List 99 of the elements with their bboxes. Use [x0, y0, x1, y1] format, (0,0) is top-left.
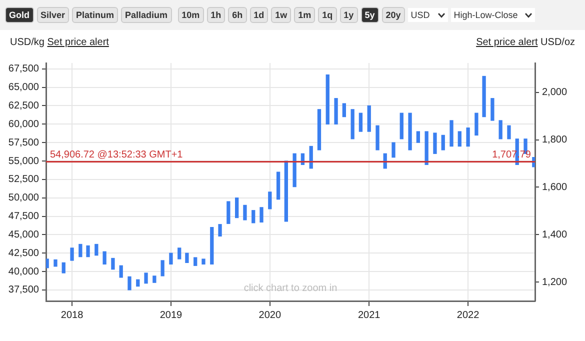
bar	[326, 74, 330, 124]
bar	[416, 131, 420, 143]
bar	[226, 201, 230, 224]
bar	[252, 210, 256, 224]
x-tick-label: 2019	[160, 310, 183, 321]
bar	[152, 276, 156, 283]
annotation: click chart to zoom in	[244, 282, 338, 294]
text: 1w	[271, 7, 292, 23]
text: 1h	[206, 7, 226, 23]
text: 1d	[250, 7, 268, 23]
bar	[474, 112, 478, 136]
bar	[292, 153, 296, 188]
text: Set price alert	[476, 36, 538, 48]
text: Gold	[5, 7, 34, 23]
bar	[111, 258, 115, 270]
text: 1m	[294, 7, 316, 23]
bar	[458, 131, 462, 147]
bar	[94, 244, 98, 256]
bar	[243, 204, 247, 220]
y-tick-label: 42,500	[8, 248, 40, 259]
y-tick-label: 67,500	[8, 64, 40, 75]
y2-tick-label: 2,000	[542, 87, 568, 98]
bar	[342, 103, 346, 118]
y-tick-label: 50,000	[8, 192, 40, 204]
text: Silver	[36, 7, 70, 23]
x-tick-label: 2020	[258, 310, 282, 321]
bar	[235, 198, 239, 218]
bar	[284, 160, 288, 222]
bar	[119, 265, 123, 278]
bar	[334, 98, 338, 124]
bar	[392, 142, 396, 158]
bar	[424, 131, 428, 166]
bar	[408, 112, 412, 150]
bar	[194, 257, 198, 266]
text: 20y	[382, 7, 405, 23]
y2-axis-title: USD/oz	[540, 36, 575, 48]
bar	[490, 98, 494, 121]
bar	[202, 258, 206, 264]
text: 1q	[318, 7, 337, 23]
x-tick-label: 2021	[358, 310, 381, 321]
bar	[169, 252, 173, 264]
bar	[433, 132, 437, 154]
bar	[178, 248, 182, 260]
bar	[466, 128, 470, 147]
bar	[136, 279, 140, 287]
bar	[54, 259, 58, 267]
y-tick-label: 37,500	[8, 284, 40, 296]
bar	[498, 120, 502, 140]
y-tick-label: 52,500	[8, 174, 40, 186]
y-axis-title: USD/kg	[10, 36, 44, 48]
bar	[400, 112, 404, 140]
text: Palladium	[121, 7, 172, 23]
y-tick-label: 57,500	[8, 137, 40, 148]
y2-tick-label: 1,200	[542, 276, 568, 288]
y2-tick-label: 1,800	[542, 134, 568, 146]
bar	[128, 276, 132, 290]
bar	[78, 244, 82, 258]
y-tick-label: 45,000	[8, 229, 40, 240]
text: USD	[408, 8, 448, 22]
bar	[268, 192, 272, 210]
y-tick-label: 47,500	[8, 211, 40, 222]
bar	[144, 272, 148, 284]
y-tick-label: 60,000	[8, 118, 40, 130]
text: 6h	[228, 7, 247, 23]
bar	[185, 252, 189, 264]
y-tick-label: 65,000	[8, 82, 40, 94]
y-tick-label: 55,000	[8, 156, 40, 167]
ref-line-label: 54,906.72 @13:52:33 GMT+1	[50, 149, 184, 160]
x-tick-label: 2018	[60, 310, 84, 321]
text: Platinum	[72, 7, 118, 23]
text: 10m	[178, 7, 204, 23]
bar	[358, 112, 363, 132]
text: High-Low-Close	[450, 8, 535, 22]
bar	[441, 134, 445, 150]
bar	[86, 245, 90, 258]
bar	[260, 207, 264, 222]
bar	[102, 251, 106, 264]
bar	[160, 260, 164, 276]
bar	[350, 109, 354, 140]
y-tick-label: 62,500	[8, 100, 40, 112]
y-tick-label: 40,000	[8, 266, 40, 278]
bar	[317, 109, 322, 150]
text: Set price alert	[47, 36, 109, 48]
x-tick-label: 2022	[456, 310, 480, 321]
y2-tick-label: 1,600	[542, 182, 568, 193]
y2-tick-label: 1,400	[542, 229, 568, 240]
bar	[62, 262, 66, 274]
bar	[450, 120, 454, 147]
bar	[276, 172, 280, 200]
bar	[210, 226, 214, 264]
bar	[367, 105, 371, 132]
bar	[218, 224, 222, 236]
bar	[376, 125, 380, 150]
text: 5y	[360, 7, 379, 23]
text: 1y	[340, 7, 358, 23]
bar	[482, 76, 486, 118]
bar	[46, 258, 49, 268]
bar	[507, 125, 511, 140]
bar	[70, 248, 74, 261]
